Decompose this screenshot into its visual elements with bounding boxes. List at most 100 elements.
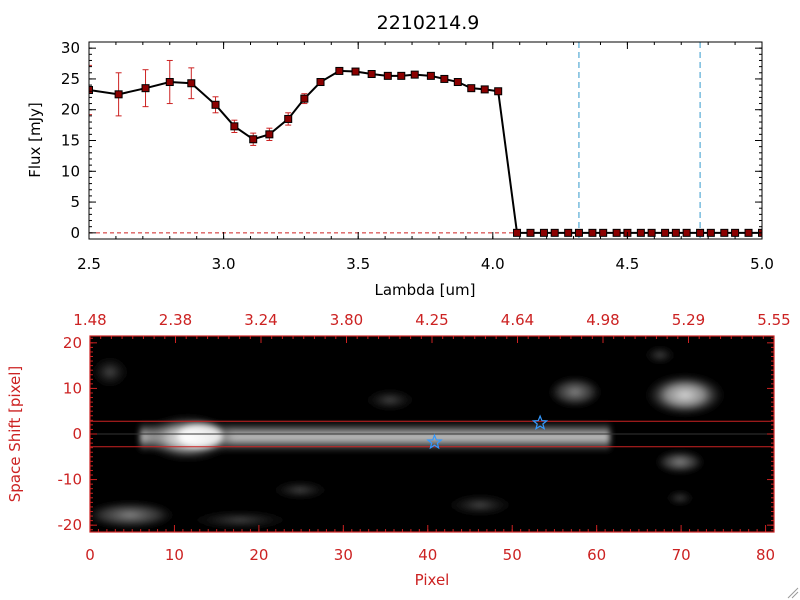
pixel-tick-label-2: 20 xyxy=(249,546,268,564)
spectrum-axes: 2.5 3.0 3.5 4.0 4.5 5.0 0 5 10 15 20 25 30 xyxy=(61,39,774,273)
flux-point-3 xyxy=(165,78,174,87)
space-shift-axis-label: Space Shift [pixel] xyxy=(6,366,24,503)
wavelength-tick-label-1: 2.38 xyxy=(159,311,192,329)
wavelength-tick-label-0: 1.48 xyxy=(73,311,106,329)
wavelength-tick-label-8: 5.55 xyxy=(757,311,790,329)
x-tick-label-2: 3.5 xyxy=(346,255,370,273)
bright-blob-right xyxy=(643,373,727,417)
flux-point-1 xyxy=(114,90,123,99)
pixel-axis-label: Pixel xyxy=(415,571,450,589)
flux-point-24 xyxy=(513,228,522,237)
flux-point-10 xyxy=(300,94,309,103)
flux-point-37 xyxy=(671,228,680,237)
pixel-tick-label-8: 80 xyxy=(756,546,775,564)
shift-tick-label-1: -10 xyxy=(58,471,83,489)
wavelength-tick-label-2: 3.24 xyxy=(244,311,277,329)
flux-point-27 xyxy=(550,228,559,237)
flux-point-22 xyxy=(480,85,489,94)
shift-tick-label-0: -20 xyxy=(58,516,83,534)
blob-bottom-mid xyxy=(180,510,300,530)
x-tick-label-4: 4.5 xyxy=(615,255,639,273)
flux-point-13 xyxy=(351,67,360,76)
blob-mid-right xyxy=(547,376,603,408)
x-tick-label-0: 2.5 xyxy=(77,255,101,273)
y-tick-label-6: 30 xyxy=(61,39,80,57)
wavelength-tick-label-6: 4.98 xyxy=(586,311,619,329)
x-axis-label: Lambda [um] xyxy=(375,281,476,299)
spectrum-frame xyxy=(88,41,763,240)
y-axis-label: Flux [mJy] xyxy=(26,102,44,178)
flux-point-4 xyxy=(187,79,196,88)
spectrum-image-panel: 0 10 20 30 40 50 60 70 80 1.48 2.38 3.24 3.80 4.25 4.6… xyxy=(6,311,791,589)
flux-point-26 xyxy=(539,228,548,237)
flux-point-8 xyxy=(265,130,274,139)
blob-lower-center xyxy=(266,480,334,500)
blob-upper-center xyxy=(360,388,420,412)
flux-point-32 xyxy=(612,228,621,237)
flux-point-11 xyxy=(316,78,325,87)
flux-point-15 xyxy=(383,71,392,80)
flux-point-30 xyxy=(588,228,597,237)
wavelength-tick-label-7: 5.29 xyxy=(672,311,705,329)
chart-title: 2210214.9 xyxy=(377,12,480,34)
flux-point-38 xyxy=(682,228,691,237)
wavelength-tick-label-3: 3.80 xyxy=(330,311,363,329)
flux-point-2 xyxy=(141,84,150,93)
blob-upper-left xyxy=(90,354,132,390)
flux-point-29 xyxy=(574,228,583,237)
pixel-tick-label-4: 40 xyxy=(418,546,437,564)
pixel-tick-label-1: 10 xyxy=(165,546,184,564)
y-tick-label-1: 5 xyxy=(70,193,80,211)
wavelength-tick-label-4: 4.25 xyxy=(415,311,448,329)
x-tick-label-1: 3.0 xyxy=(212,255,236,273)
flux-point-6 xyxy=(230,122,239,131)
x-tick-label-3: 4.0 xyxy=(481,255,505,273)
y-tick-label-3: 15 xyxy=(61,132,80,150)
blob-top-right xyxy=(642,345,678,365)
shift-tick-label-3: 10 xyxy=(63,379,82,397)
pixel-tick-label-3: 30 xyxy=(334,546,353,564)
flux-point-20 xyxy=(453,78,462,87)
x-tick-label-5: 5.0 xyxy=(750,255,774,273)
blob-bottom-right xyxy=(664,490,696,506)
shift-tick-label-2: 0 xyxy=(72,425,82,443)
bright-core-left xyxy=(178,424,222,448)
pixel-tick-label-0: 0 xyxy=(85,546,95,564)
blob-lower-right xyxy=(654,450,706,474)
flux-point-31 xyxy=(599,228,608,237)
flux-point-28 xyxy=(564,228,573,237)
blob-bottom-left xyxy=(90,501,178,529)
flux-point-12 xyxy=(335,66,344,75)
wavelength-tick-label-5: 4.64 xyxy=(501,311,534,329)
shift-tick-label-4: 20 xyxy=(63,334,82,352)
image-overlay xyxy=(90,414,774,450)
y-tick-label-4: 20 xyxy=(61,101,80,119)
image-axes: 0 10 20 30 40 50 60 70 80 1.48 2.38 3.24 3.80 4.25 4.6… xyxy=(58,311,791,564)
flux-point-35 xyxy=(647,228,656,237)
pixel-tick-label-5: 50 xyxy=(503,546,522,564)
spectral-image xyxy=(90,336,774,532)
star-icon-0 xyxy=(426,433,443,450)
flux-point-9 xyxy=(284,114,293,123)
flux-point-42 xyxy=(731,228,740,237)
resize-grip-icon[interactable] xyxy=(787,587,799,599)
y-tick-label-5: 25 xyxy=(61,70,80,88)
image-features xyxy=(90,345,727,530)
spectrum-plot-area xyxy=(89,42,762,239)
pixel-tick-label-6: 60 xyxy=(587,546,606,564)
y-tick-label-2: 10 xyxy=(61,162,80,180)
star-icon-1 xyxy=(531,414,549,431)
flux-point-34 xyxy=(636,228,645,237)
pixel-tick-label-7: 70 xyxy=(672,546,691,564)
flux-point-18 xyxy=(426,71,435,80)
flux-point-39 xyxy=(696,228,705,237)
flux-point-0 xyxy=(89,86,93,95)
flux-point-23 xyxy=(494,87,503,96)
blob-bottom-center xyxy=(440,493,520,517)
flux-point-17 xyxy=(410,70,419,79)
flux-point-7 xyxy=(249,135,258,144)
flux-point-14 xyxy=(367,70,376,79)
flux-point-19 xyxy=(440,74,449,83)
flux-point-16 xyxy=(397,71,406,80)
